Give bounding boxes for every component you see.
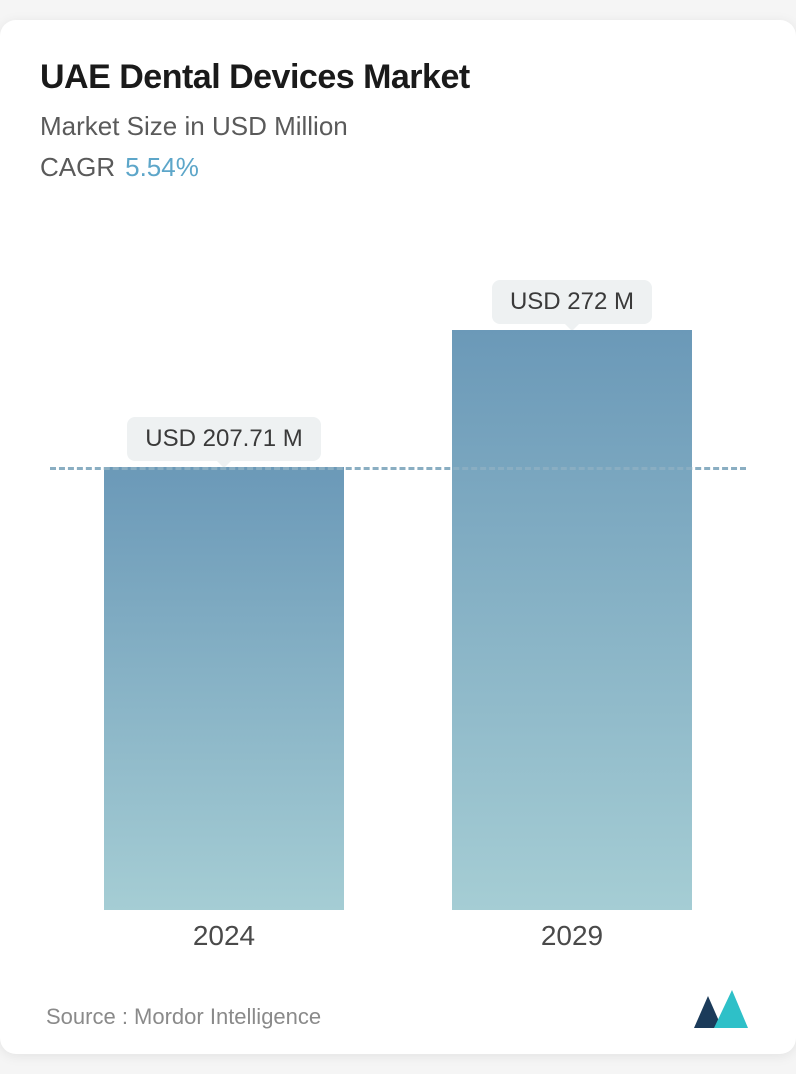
x-axis-label: 2024 [104, 920, 344, 952]
bar-value-label: USD 272 M [492, 280, 652, 324]
source-text: Source : Mordor Intelligence [46, 1004, 321, 1030]
reference-dashed-line [50, 467, 746, 470]
cagr-value: 5.54% [125, 152, 199, 182]
bar [104, 467, 344, 910]
x-axis-label: 2029 [452, 920, 692, 952]
mordor-logo-icon [692, 988, 750, 1030]
cagr-label: CAGR [40, 152, 115, 182]
x-axis-labels: 2024 2029 [50, 920, 746, 970]
bars-container: USD 207.71 M USD 272 M [50, 211, 746, 910]
chart-subtitle: Market Size in USD Million [40, 111, 756, 142]
cagr-row: CAGR 5.54% [40, 152, 756, 183]
bar [452, 330, 692, 910]
bar-group: USD 207.71 M [104, 417, 344, 910]
chart-footer: Source : Mordor Intelligence [40, 988, 756, 1030]
chart-card: UAE Dental Devices Market Market Size in… [0, 20, 796, 1054]
bar-group: USD 272 M [452, 280, 692, 910]
chart-title: UAE Dental Devices Market [40, 58, 756, 97]
chart-plot-area: USD 207.71 M USD 272 M 2024 2029 [50, 211, 746, 970]
bar-value-label: USD 207.71 M [127, 417, 320, 461]
